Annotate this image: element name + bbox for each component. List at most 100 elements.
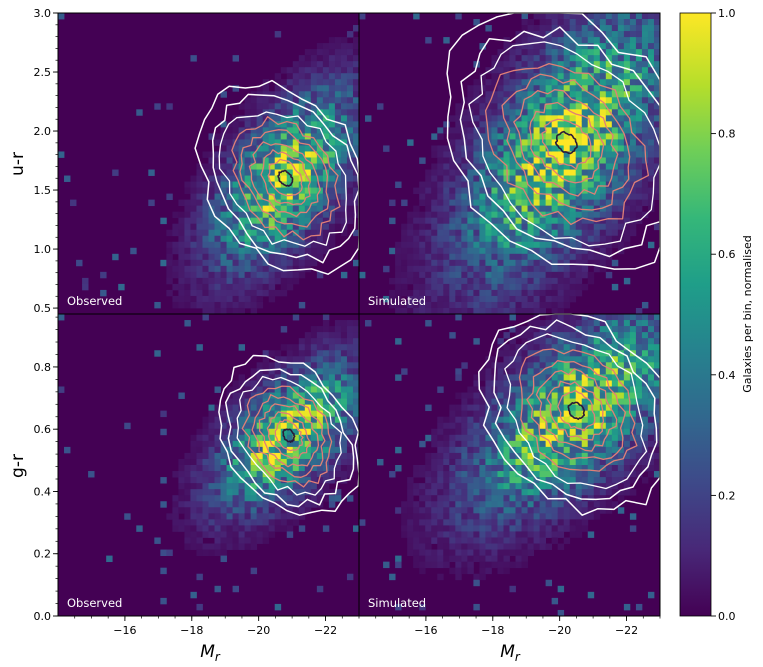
heatmap-cell bbox=[605, 446, 613, 454]
heatmap-cell bbox=[298, 109, 306, 116]
heatmap-cell bbox=[521, 103, 528, 110]
heatmap-cell bbox=[551, 271, 559, 279]
heatmap-cell bbox=[473, 109, 480, 116]
heatmap-cell bbox=[557, 151, 565, 158]
heatmap-cell bbox=[250, 501, 258, 508]
heatmap-cell bbox=[274, 277, 282, 285]
heatmap-cell bbox=[322, 452, 330, 460]
heatmap-cell bbox=[407, 531, 414, 538]
heatmap-cell bbox=[521, 404, 528, 412]
heatmap-cell bbox=[346, 386, 354, 393]
heatmap-cell bbox=[551, 350, 559, 357]
heatmap-cell bbox=[244, 543, 252, 550]
heatmap-cell bbox=[316, 350, 324, 357]
heatmap-cell bbox=[527, 519, 534, 526]
heatmap-cell bbox=[509, 398, 516, 405]
heatmap-cell bbox=[226, 199, 233, 207]
heatmap-cell bbox=[479, 241, 486, 249]
heatmap-cell bbox=[593, 259, 601, 267]
heatmap-cell bbox=[605, 67, 613, 74]
heatmap-cell bbox=[623, 392, 631, 399]
heatmap-cell bbox=[208, 422, 215, 430]
heatmap-cell bbox=[575, 289, 583, 297]
heatmap-cell bbox=[298, 193, 306, 201]
heatmap-cell bbox=[340, 440, 348, 448]
heatmap-cell bbox=[497, 392, 504, 399]
heatmap-cell bbox=[557, 307, 565, 315]
heatmap-cell bbox=[575, 483, 583, 490]
heatmap-cell bbox=[407, 513, 414, 520]
heatmap-cell bbox=[569, 495, 577, 502]
heatmap-cell bbox=[322, 163, 330, 170]
heatmap-cell bbox=[244, 301, 252, 309]
heatmap-cell bbox=[623, 603, 631, 611]
heatmap-cell bbox=[557, 205, 565, 213]
heatmap-cell bbox=[286, 145, 294, 152]
heatmap-cell bbox=[599, 350, 607, 357]
heatmap-cell bbox=[635, 440, 643, 448]
heatmap-cell bbox=[334, 187, 342, 194]
heatmap-cell bbox=[515, 495, 522, 502]
heatmap-cell bbox=[286, 434, 294, 442]
heatmap-cell bbox=[322, 85, 330, 92]
heatmap-cell bbox=[485, 259, 492, 267]
heatmap-cell bbox=[419, 181, 426, 188]
heatmap-cell bbox=[232, 525, 239, 532]
heatmap-cell bbox=[443, 531, 450, 538]
heatmap-cell bbox=[346, 205, 354, 213]
heatmap-cell bbox=[617, 67, 625, 74]
heatmap-cell bbox=[346, 121, 354, 128]
heatmap-cell bbox=[509, 501, 516, 508]
heatmap-cell bbox=[226, 525, 233, 532]
heatmap-cell bbox=[647, 49, 655, 56]
heatmap-cell bbox=[521, 139, 528, 146]
heatmap-cell bbox=[220, 211, 227, 219]
heatmap-cell bbox=[485, 561, 492, 569]
heatmap-cell bbox=[449, 205, 456, 213]
heatmap-cell bbox=[629, 452, 637, 460]
heatmap-cell bbox=[148, 199, 155, 207]
heatmap-cell bbox=[298, 416, 306, 424]
heatmap-cell bbox=[503, 507, 510, 514]
heatmap-cell bbox=[304, 452, 312, 460]
heatmap-cell bbox=[551, 489, 559, 496]
heatmap-cell bbox=[557, 193, 565, 201]
heatmap-cell bbox=[581, 145, 589, 152]
heatmap-cell bbox=[214, 163, 221, 170]
heatmap-cell bbox=[214, 501, 221, 508]
heatmap-cell bbox=[226, 404, 233, 412]
heatmap-cell bbox=[479, 73, 486, 80]
heatmap-cell bbox=[310, 49, 318, 56]
heatmap-cell bbox=[220, 531, 227, 538]
heatmap-cell bbox=[539, 217, 547, 225]
heatmap-cell bbox=[292, 103, 300, 110]
heatmap-cell bbox=[449, 295, 456, 303]
heatmap-cell bbox=[280, 289, 288, 297]
heatmap-cell bbox=[214, 428, 221, 436]
heatmap-cell bbox=[443, 151, 450, 158]
heatmap-cell bbox=[473, 139, 480, 146]
heatmap-cell bbox=[569, 259, 577, 267]
heatmap-cell bbox=[226, 139, 233, 146]
heatmap-cell bbox=[431, 428, 438, 436]
heatmap-cell bbox=[539, 103, 547, 110]
heatmap-cell bbox=[280, 193, 288, 201]
heatmap-cell bbox=[647, 115, 655, 122]
heatmap-cell bbox=[226, 398, 233, 405]
heatmap-cell bbox=[100, 271, 107, 279]
heatmap-cell bbox=[587, 495, 595, 502]
heatmap-cell bbox=[593, 440, 601, 448]
heatmap-cell bbox=[617, 392, 625, 399]
heatmap-cell bbox=[455, 573, 462, 581]
heatmap-cell bbox=[346, 428, 354, 436]
heatmap-cell bbox=[515, 175, 522, 182]
heatmap-cell bbox=[443, 513, 450, 520]
heatmap-cell bbox=[635, 465, 643, 472]
heatmap-cell bbox=[202, 428, 209, 436]
heatmap-cell bbox=[557, 301, 565, 309]
heatmap-cell bbox=[575, 501, 583, 508]
heatmap-cell bbox=[515, 465, 522, 472]
heatmap-cell bbox=[407, 223, 414, 231]
heatmap-cell bbox=[298, 217, 306, 225]
heatmap-cell bbox=[431, 133, 438, 140]
